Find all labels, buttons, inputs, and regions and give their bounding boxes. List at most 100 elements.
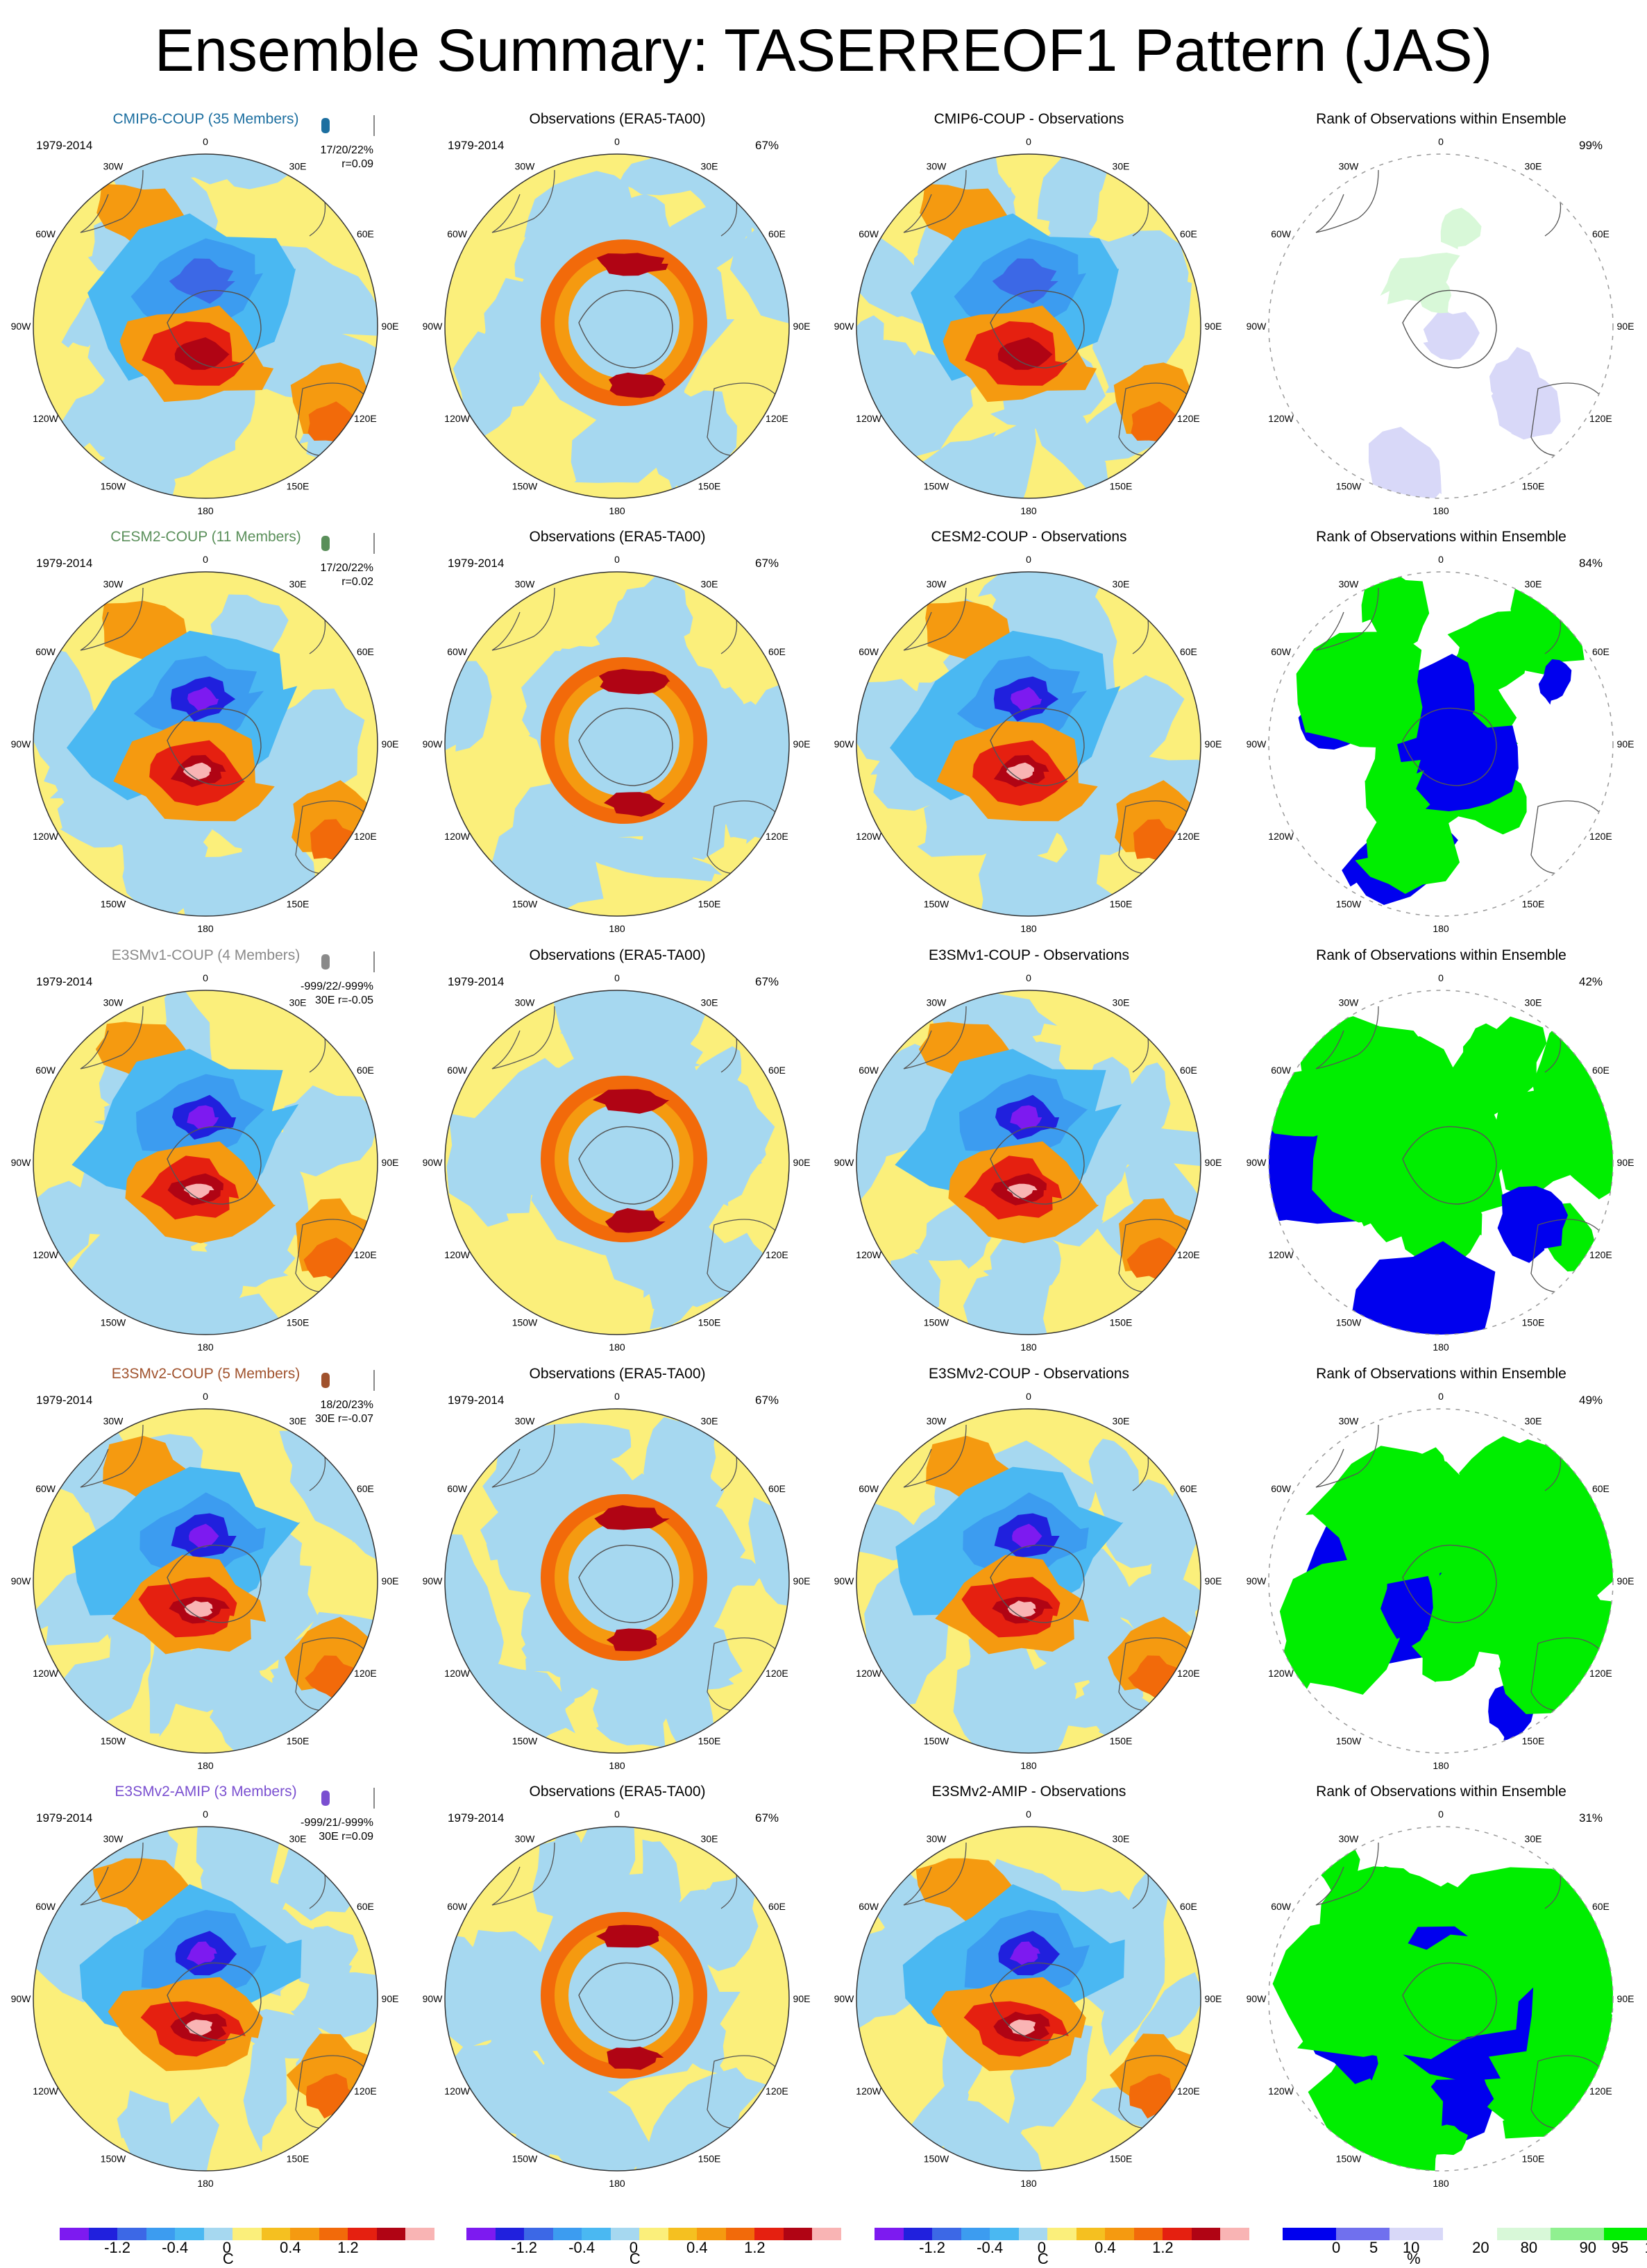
longitude-label: 60E (1180, 228, 1197, 239)
period-label: 1979-2014 (448, 1811, 504, 1825)
skill-stats: 17/20/22% (285, 562, 373, 575)
correlation-stat: 30E r=0.09 (285, 1831, 373, 1843)
period-label: 1979-2014 (36, 1811, 92, 1825)
colorbar-model: -1.2 -0.4 0 0.4 1.2 C (60, 2228, 448, 2256)
longitude-label: 150E (698, 1317, 721, 1328)
longitude-label: 60E (357, 1065, 374, 1076)
longitude-label: 0 (1026, 972, 1031, 983)
longitude-label: 60W (35, 646, 56, 657)
longitude-label: 180 (1020, 2178, 1037, 2189)
period-label: 1979-2014 (36, 557, 92, 570)
colorbar-label: 80 (1521, 2239, 1537, 2257)
longitude-label: 30W (103, 161, 124, 172)
longitude-label: 60E (1592, 228, 1610, 239)
longitude-label: 30E (1525, 579, 1542, 590)
longitude-label: 90W (423, 1993, 444, 2004)
longitude-label: 30W (927, 997, 947, 1008)
longitude-label: 60E (1592, 1483, 1610, 1494)
longitude-label: 120E (354, 831, 377, 842)
longitude-label: 60E (768, 1901, 786, 1912)
longitude-label: 120W (856, 2085, 881, 2097)
longitude-label: 180 (609, 505, 625, 516)
longitude-label: 180 (609, 2178, 625, 2189)
longitude-label: 150W (924, 480, 949, 491)
longitude-label: 150E (1522, 1317, 1545, 1328)
longitude-label: 180 (197, 2178, 214, 2189)
longitude-label: 60E (1592, 1065, 1610, 1076)
longitude-label: 90W (11, 1575, 32, 1586)
longitude-label: 90E (1205, 1157, 1222, 1168)
longitude-label: 60W (859, 1483, 879, 1494)
figure-title: Ensemble Summary: TASERREOF1 Pattern (JA… (0, 12, 1647, 89)
longitude-label: 90E (382, 1157, 399, 1168)
longitude-label: 60E (357, 646, 374, 657)
colorbar-label: 1.2 (744, 2239, 766, 2257)
longitude-label: 180 (609, 1342, 625, 1353)
field-center (568, 1522, 679, 1633)
colorbar-cell (1336, 2228, 1390, 2240)
longitude-label: 150E (287, 1317, 310, 1328)
longitude-label: 0 (1026, 1391, 1031, 1402)
mini-boxplot (321, 1791, 330, 1806)
longitude-label: 150E (1522, 898, 1545, 909)
longitude-label: 150E (287, 898, 310, 909)
polar-map: 0 30E 60E 90E 120E 150E 180 150W 120W 90W 60W 30W (823, 940, 1235, 1357)
correlation-stat: r=0.02 (285, 576, 373, 589)
longitude-label: 30W (515, 579, 536, 590)
skill-stats: 18/20/23% (285, 1399, 373, 1412)
longitude-label: 60W (35, 1483, 56, 1494)
longitude-label: 180 (1020, 923, 1037, 934)
colorbar-label: -0.4 (162, 2239, 188, 2257)
period-label: 1979-2014 (448, 139, 504, 153)
polar-map: 0 30E 60E 90E 120E 150E 180 150W 120W 90W 60W 30W (1235, 940, 1647, 1357)
correlation-stat: r=0.09 (285, 158, 373, 171)
longitude-label: 120E (1177, 2085, 1200, 2097)
mini-boxplot (321, 1373, 330, 1388)
longitude-label: 150W (512, 1735, 538, 1746)
longitude-label: 30W (515, 997, 536, 1008)
panel-rank: 0 30E 60E 90E 120E 150E 180 150W 120W 90W 60W 30W Ra… (1235, 522, 1647, 938)
longitude-label: 90W (11, 1157, 32, 1168)
longitude-label: 150W (512, 2153, 538, 2164)
longitude-label: 30E (1525, 161, 1542, 172)
longitude-label: 60E (1180, 1065, 1197, 1076)
mini-boxplot (321, 954, 330, 970)
longitude-label: 60W (1271, 646, 1292, 657)
longitude-label: 30E (1525, 1416, 1542, 1427)
longitude-label: 30W (1339, 1834, 1360, 1845)
panel-obs: 0 30E 60E 90E 120E 150E 180 150W 120W 90W 60W 30W Ob… (412, 940, 823, 1357)
obs-title: Observations (ERA5-TA00) (412, 1784, 823, 1800)
longitude-label: 120E (1177, 413, 1200, 424)
longitude-label: 30E (1113, 161, 1130, 172)
longitude-label: 150E (1110, 2153, 1133, 2164)
longitude-label: 0 (1026, 1809, 1031, 1820)
longitude-label: 30W (103, 1416, 124, 1427)
longitude-label: 30E (701, 1416, 718, 1427)
longitude-label: 120W (856, 1249, 881, 1260)
colorbar-cell (1192, 2228, 1221, 2240)
rank-title: Rank of Observations within Ensemble (1235, 1784, 1647, 1800)
longitude-label: 150E (698, 898, 721, 909)
period-label: 1979-2014 (36, 975, 92, 989)
colorbar-label: 0.4 (1095, 2239, 1116, 2257)
longitude-label: 60W (447, 1065, 468, 1076)
longitude-label: 150E (698, 480, 721, 491)
longitude-label: 90W (423, 1575, 444, 1586)
panel-model: 0 30E 60E 90E 120E 150E 180 150W 120W 90W 60W 30W E3… (0, 1777, 412, 2193)
longitude-label: 90E (793, 1575, 811, 1586)
longitude-label: 0 (1438, 1391, 1444, 1402)
longitude-label: 120E (1177, 831, 1200, 842)
longitude-label: 180 (1020, 1760, 1037, 1771)
colorbar-cell (1283, 2228, 1336, 2240)
longitude-label: 120W (33, 1668, 58, 1679)
field-center (568, 267, 679, 378)
longitude-label: 120W (856, 1668, 881, 1679)
colorbar-label: -1.2 (511, 2239, 537, 2257)
longitude-label: 90E (793, 321, 811, 332)
panel-model: 0 30E 60E 90E 120E 150E 180 150W 120W 90W 60W 30W E3… (0, 1359, 412, 1775)
longitude-label: 90W (1247, 1993, 1267, 2004)
obs-title: Observations (ERA5-TA00) (412, 529, 823, 545)
longitude-label: 60W (35, 1065, 56, 1076)
period-label: 1979-2014 (448, 557, 504, 570)
longitude-label: 30W (1339, 1416, 1360, 1427)
